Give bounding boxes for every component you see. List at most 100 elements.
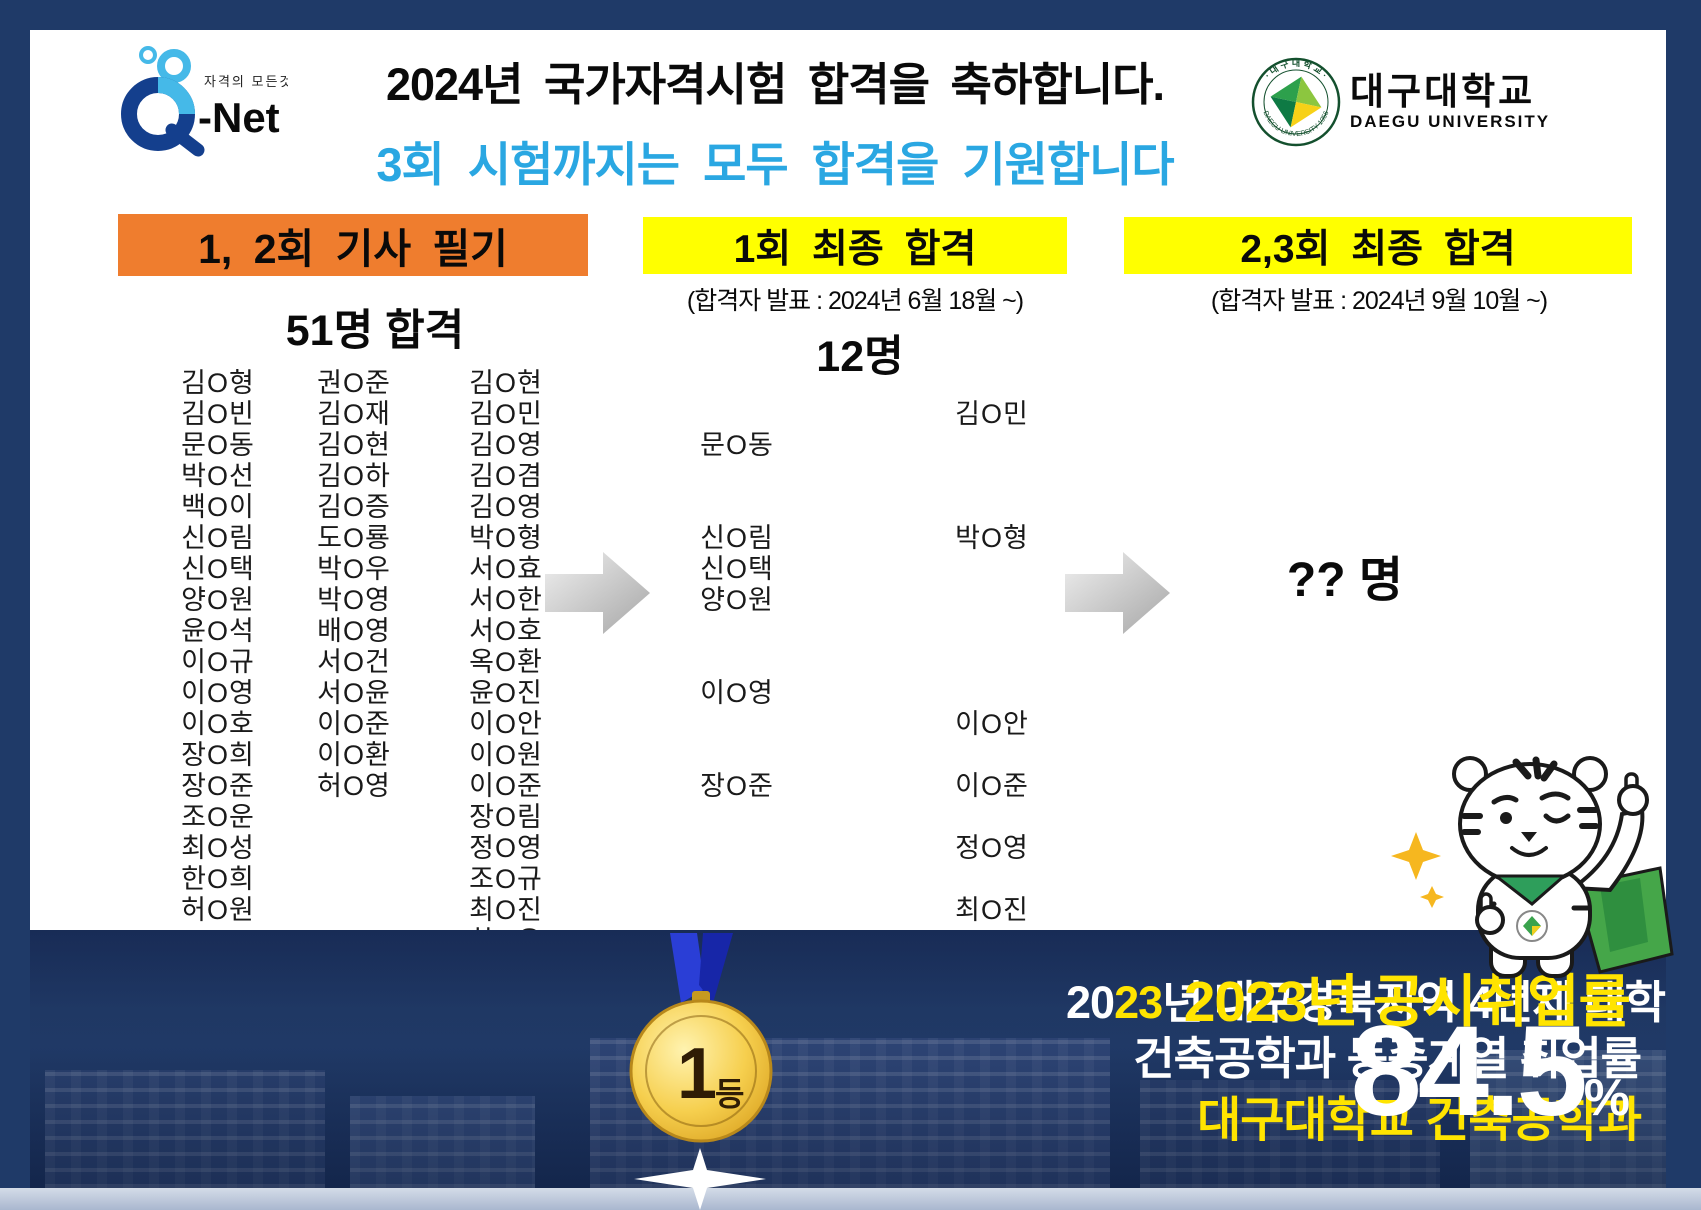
passed-name: 박O선 bbox=[181, 461, 255, 491]
du-seal-icon: · 대 구 대 학 교 · DAEGU UNIVERSITY 1956 bbox=[1251, 57, 1341, 147]
qnet-logo-mark: 자격의 모든것 -Net bbox=[121, 46, 291, 157]
daegu-university-logo: · 대 구 대 학 교 · DAEGU UNIVERSITY 1956 대구대학… bbox=[1250, 52, 1650, 152]
passed-name: 서O호 bbox=[469, 616, 543, 646]
employment-rate-value: 84.5% bbox=[1351, 1008, 1630, 1136]
passed-name: 김O겸 bbox=[469, 461, 543, 491]
line1-highlight: 23 bbox=[1114, 977, 1163, 1028]
passed-name: 장O희 bbox=[181, 740, 255, 770]
passed-name: 정O영 bbox=[955, 833, 1029, 863]
passed-name: 백O이 bbox=[181, 492, 255, 522]
passed-name: 이O규 bbox=[181, 647, 255, 677]
banner-department-name: 대구대학교 건축공학과 bbox=[1197, 1094, 1642, 1147]
passed-name: 신O림 bbox=[700, 523, 774, 553]
passed-name: 이O준 bbox=[469, 771, 543, 801]
medal-rank-suffix: 등 bbox=[715, 1076, 744, 1112]
passed-name: 윤O진 bbox=[469, 678, 543, 708]
passed-name: 옥O환 bbox=[469, 647, 543, 677]
passed-name: 양O원 bbox=[181, 585, 255, 615]
passed-name: 배O영 bbox=[317, 616, 391, 646]
passed-name: 이O환 bbox=[317, 740, 391, 770]
passed-name: 윤O석 bbox=[181, 616, 255, 646]
passed-name: 이O호 bbox=[181, 709, 255, 739]
written-names-column-1: 김O형 김O빈 문O동 박O선 백O이 신O림 신O택 양O원 윤O석 이O규 이O영 이O호 장O희 장… bbox=[160, 368, 276, 926]
passed-name: 이O안 bbox=[469, 709, 543, 739]
banner-rank-line2: 건축공학과 동종계열 취업률 bbox=[1133, 1033, 1642, 1084]
passed-name: 조O운 bbox=[181, 802, 255, 832]
passed-name: 김O민 bbox=[955, 399, 1029, 429]
written-names-column-3: 김O현 김O민 김O영 김O겸 김O영 박O형 서O효 서O한 서O호 옥O환 윤O진 이O안 이O원 이… bbox=[448, 368, 564, 957]
passed-name: 이O영 bbox=[700, 678, 774, 708]
final1-count-label: 12명 bbox=[816, 333, 904, 381]
banner-overlay bbox=[30, 930, 1666, 1188]
arrow-right-icon bbox=[545, 548, 650, 643]
passed-name: 허O영 bbox=[317, 771, 391, 801]
main-content-area bbox=[30, 30, 1666, 930]
passed-name: 김O형 bbox=[181, 368, 255, 398]
employment-rate-number: 84.5 bbox=[1350, 1000, 1588, 1143]
passed-name: 문O동 bbox=[181, 430, 255, 460]
passed-name: 김O현 bbox=[317, 430, 391, 460]
final23-count-label: ?? 명 bbox=[1286, 554, 1404, 607]
qnet-logo: 자격의 모든것 -Net bbox=[108, 40, 291, 160]
passed-name: 이O안 bbox=[955, 709, 1029, 739]
passed-name: 김O영 bbox=[469, 430, 543, 460]
passed-name: 서O한 bbox=[469, 585, 543, 615]
passed-name: 김O하 bbox=[317, 461, 391, 491]
sparkle-icon bbox=[1391, 832, 1441, 880]
passed-name: 신O택 bbox=[181, 554, 255, 584]
final1-header: 1회 최종 합격 bbox=[643, 217, 1067, 274]
banner-rank-line1: 2023년 대구경북지역 4년제 대학 bbox=[1066, 966, 1666, 1031]
passed-name: 도O룡 bbox=[317, 523, 391, 553]
passed-name: 김O재 bbox=[317, 399, 391, 429]
passed-name: 조O규 bbox=[469, 864, 543, 894]
medal-rank-number: 1 bbox=[677, 1034, 717, 1114]
passed-name: 이O준 bbox=[955, 771, 1029, 801]
du-name-korean: 대구대학교 bbox=[1350, 71, 1536, 112]
passed-name: 서O윤 bbox=[317, 678, 391, 708]
line1-prefix: 20 bbox=[1066, 977, 1115, 1028]
passed-name: 이O준 bbox=[317, 709, 391, 739]
final23-announce-date: (합격자 발표 : 2024년 9월 10월 ~) bbox=[1210, 287, 1548, 315]
passed-name: 서O효 bbox=[469, 554, 543, 584]
passed-name: 김O민 bbox=[469, 399, 543, 429]
passed-name: 장O준 bbox=[181, 771, 255, 801]
passed-name: 이O영 bbox=[181, 678, 255, 708]
qnet-brand: -Net bbox=[198, 94, 280, 141]
bottom-strip bbox=[0, 1188, 1701, 1210]
du-name-english: DAEGU UNIVERSITY bbox=[1350, 112, 1551, 131]
passed-name: 박O우 bbox=[317, 554, 391, 584]
passed-name: 박O형 bbox=[469, 523, 543, 553]
starburst-icon bbox=[630, 1148, 770, 1210]
passed-name: 박O형 bbox=[955, 523, 1029, 553]
passed-name: 양O원 bbox=[700, 585, 774, 615]
tiger-mascot bbox=[1378, 736, 1678, 986]
passed-name: 김O빈 bbox=[181, 399, 255, 429]
passed-name: 권O준 bbox=[317, 368, 391, 398]
passed-name: 정O영 bbox=[469, 833, 543, 863]
passed-name: 신O택 bbox=[700, 554, 774, 584]
employment-rate-unit: % bbox=[1583, 1069, 1630, 1127]
passed-name: 한O희 bbox=[181, 864, 255, 894]
gold-medal-icon: 1 등 bbox=[615, 933, 785, 1178]
written-count-label: 51명 합격 bbox=[285, 307, 465, 355]
passed-name: 김O증 bbox=[317, 492, 391, 522]
passed-name: 문O동 bbox=[700, 430, 774, 460]
passed-name: 김O현 bbox=[469, 368, 543, 398]
qnet-tagline: 자격의 모든것 bbox=[204, 74, 288, 89]
employment-rate-title: 2023년 공시취업률 bbox=[1183, 970, 1631, 1034]
final23-header: 2,3회 최종 합격 bbox=[1124, 217, 1632, 274]
passed-name: 장O준 bbox=[700, 771, 774, 801]
passed-name: 김O영 bbox=[469, 492, 543, 522]
congrats-subtitle: 3회 시험까지는 모두 합격을 기원합니다 bbox=[376, 138, 1174, 191]
passed-name: 서O건 bbox=[317, 647, 391, 677]
passed-name: 최O진 bbox=[955, 895, 1029, 925]
arrow-right-icon bbox=[1065, 548, 1170, 643]
line1-rest: 년 대구경북지역 4년제 대학 bbox=[1162, 977, 1666, 1028]
final1-announce-date: (합격자 발표 : 2024년 6월 18월 ~) bbox=[686, 287, 1024, 315]
passed-name: 장O림 bbox=[469, 802, 543, 832]
passed-name: 신O림 bbox=[181, 523, 255, 553]
du-wordmark: 대구대학교 DAEGU UNIVERSITY bbox=[1350, 72, 1550, 132]
passed-name: 이O원 bbox=[469, 740, 543, 770]
